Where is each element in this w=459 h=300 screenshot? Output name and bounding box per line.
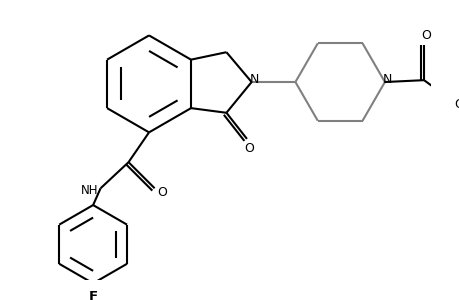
Text: N: N [382,73,392,86]
Text: N: N [249,73,258,86]
Text: O: O [420,29,430,42]
Text: O: O [453,98,459,111]
Text: F: F [89,290,97,300]
Text: O: O [243,142,253,155]
Text: O: O [157,185,167,199]
Text: NH: NH [80,184,98,197]
